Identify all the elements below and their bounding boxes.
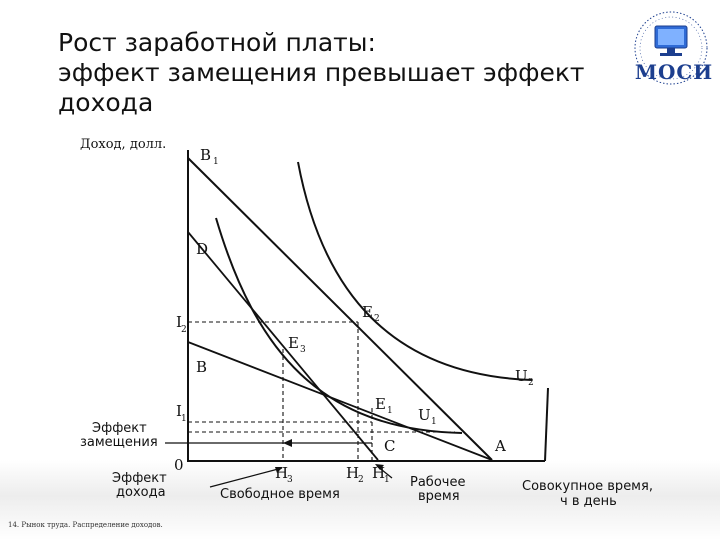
label-u2-sub: 2 bbox=[528, 378, 534, 388]
indifference-curve-u2 bbox=[297, 161, 533, 381]
work-time-label-1: Рабочее bbox=[410, 475, 465, 490]
label-h2-sub: 2 bbox=[358, 475, 364, 485]
income-effect-label-2: дохода bbox=[116, 485, 166, 500]
bottom-shadow-band bbox=[0, 460, 720, 540]
label-e3: E bbox=[288, 334, 299, 352]
substitution-effect-arrow bbox=[165, 439, 372, 447]
x-axis-label-line1: Совокупное время, bbox=[522, 479, 653, 494]
label-i1: I bbox=[176, 402, 182, 420]
label-b1-sub: 1 bbox=[213, 157, 219, 167]
work-time-arrow bbox=[375, 464, 393, 479]
label-e2-sub: 2 bbox=[374, 314, 380, 324]
logo-monitor-icon bbox=[654, 25, 688, 56]
label-u1-sub: 1 bbox=[431, 417, 437, 427]
slide-title: Рост заработной платы: эффект замещения … bbox=[58, 28, 618, 118]
label-u2: U bbox=[515, 367, 528, 385]
budget-line-d-c bbox=[187, 231, 379, 461]
work-time-label-2: время bbox=[418, 489, 460, 504]
label-h1-sub: 1 bbox=[384, 475, 390, 485]
label-i2: I bbox=[176, 313, 182, 331]
y-axis-label: Доход, долл. bbox=[80, 137, 166, 152]
dashed-guides bbox=[188, 321, 455, 461]
label-c: C bbox=[384, 437, 395, 455]
free-time-label: Свободное время bbox=[220, 487, 340, 502]
budget-line-b1-a bbox=[187, 157, 493, 461]
label-d: D bbox=[196, 240, 208, 258]
label-u1: U bbox=[418, 406, 431, 424]
x-axis-tail bbox=[544, 387, 549, 462]
title-line-1: Рост заработной платы: bbox=[58, 28, 376, 57]
substitution-effect-label-1: Эффект bbox=[92, 421, 147, 436]
label-e2: E bbox=[362, 303, 373, 321]
label-i1-sub: 1 bbox=[181, 414, 187, 424]
label-e3-sub: 3 bbox=[300, 345, 306, 355]
label-a: A bbox=[494, 437, 506, 455]
label-b: B bbox=[196, 358, 207, 376]
label-h3: H bbox=[275, 464, 288, 482]
label-b1: B bbox=[200, 146, 211, 164]
logo-ring bbox=[634, 11, 708, 85]
substitution-effect-label-2: замещения bbox=[80, 435, 158, 450]
title-line-2: эффект замещения превышает эффект bbox=[58, 58, 585, 87]
income-effect-arrow bbox=[209, 467, 283, 488]
logo-text: МОСИ bbox=[634, 60, 714, 84]
indifference-curve-u1 bbox=[215, 217, 463, 434]
x-axis-label-line2: ч в день bbox=[560, 494, 617, 509]
income-effect-label-1: Эффект bbox=[112, 471, 167, 486]
mosi-logo-icon bbox=[634, 11, 708, 85]
label-h2: H bbox=[346, 464, 359, 482]
label-e1: E bbox=[375, 395, 386, 413]
slide-footer: 14. Рынок труда. Распределение доходов. bbox=[8, 521, 163, 529]
budget-line-b-a bbox=[187, 341, 493, 461]
label-h3-sub: 3 bbox=[287, 475, 293, 485]
label-zero: 0 bbox=[174, 456, 184, 474]
label-h1: H bbox=[372, 464, 385, 482]
label-i2-sub: 2 bbox=[181, 325, 187, 335]
label-e1-sub: 1 bbox=[387, 406, 393, 416]
title-line-3: дохода bbox=[58, 88, 154, 117]
